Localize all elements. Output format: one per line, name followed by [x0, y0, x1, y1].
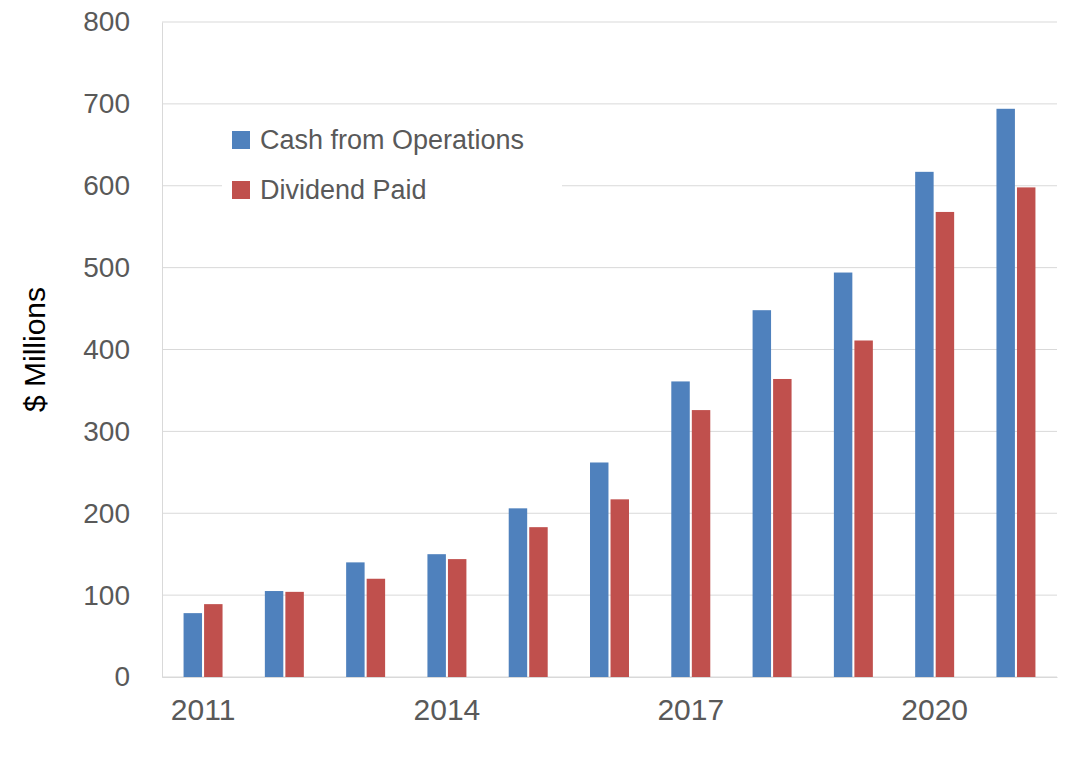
grid-line [162, 103, 1057, 104]
chart: 0 100 200 300 400 500 600 700 800 2011 2014 2017 202… [0, 0, 1077, 763]
legend-label: Cash from Operations [260, 125, 524, 155]
y-tick-label: 200 [83, 498, 130, 529]
bar [915, 172, 933, 677]
bar [996, 109, 1014, 677]
y-tick-label: 0 [114, 661, 130, 692]
y-tick: 300 [83, 416, 162, 447]
legend-label: Dividend Paid [260, 175, 427, 205]
legend-swatch [232, 131, 250, 149]
bar [753, 310, 771, 677]
grid-line [162, 22, 1057, 23]
bar [184, 613, 202, 677]
bar [671, 381, 689, 677]
y-tick-label: 500 [83, 252, 130, 283]
y-tick: 800 [83, 6, 162, 37]
bar [590, 462, 608, 677]
bar [1017, 187, 1035, 677]
x-tick: 2020 [901, 677, 968, 726]
bar [285, 592, 303, 677]
x-tick: 2014 [414, 677, 481, 726]
bar [265, 591, 283, 677]
legend-swatch [232, 181, 250, 199]
x-axis: 2011 2014 2017 2020 [163, 677, 1058, 726]
x-axis-line [163, 677, 1058, 678]
bar [367, 579, 385, 677]
y-axis-title: $ Millions [18, 287, 51, 412]
grid [162, 22, 1057, 677]
bar [936, 212, 954, 677]
bar [509, 508, 527, 677]
y-tick-label: 700 [83, 88, 130, 119]
legend: Cash from Operations Dividend Paid [222, 112, 562, 218]
y-tick: 700 [83, 88, 162, 119]
y-tick: 200 [83, 498, 162, 529]
bar [854, 340, 872, 677]
y-axis-line [162, 23, 163, 678]
y-tick-label: 600 [83, 170, 130, 201]
bar [529, 527, 547, 677]
y-tick-label: 400 [83, 334, 130, 365]
x-tick-label: 2017 [657, 693, 724, 726]
y-tick-label: 800 [83, 6, 130, 37]
bar [773, 379, 791, 677]
bar [611, 499, 629, 677]
x-tick: 2017 [657, 677, 724, 726]
y-tick: 500 [83, 252, 162, 283]
y-tick: 400 [83, 334, 162, 365]
plot: 0 100 200 300 400 500 600 700 800 2011 2014 2017 202… [83, 6, 1057, 726]
x-tick-label: 2014 [414, 693, 481, 726]
x-tick: 2011 [171, 677, 236, 726]
series [184, 109, 1015, 677]
bar [204, 604, 222, 677]
bar [834, 273, 852, 677]
legend-background [222, 112, 562, 218]
y-tick: 600 [83, 170, 162, 201]
y-tick-label: 300 [83, 416, 130, 447]
x-tick-label: 2011 [171, 693, 236, 726]
y-axis: 0 100 200 300 400 500 600 700 800 [83, 6, 162, 692]
bar [427, 554, 445, 677]
series [204, 187, 1035, 677]
bar [346, 562, 364, 677]
bar [692, 410, 710, 677]
y-tick: 100 [83, 580, 162, 611]
bar [448, 559, 466, 677]
x-tick-label: 2020 [901, 693, 968, 726]
y-tick-label: 100 [83, 580, 130, 611]
bars [184, 109, 1036, 677]
y-tick: 0 [114, 661, 162, 692]
